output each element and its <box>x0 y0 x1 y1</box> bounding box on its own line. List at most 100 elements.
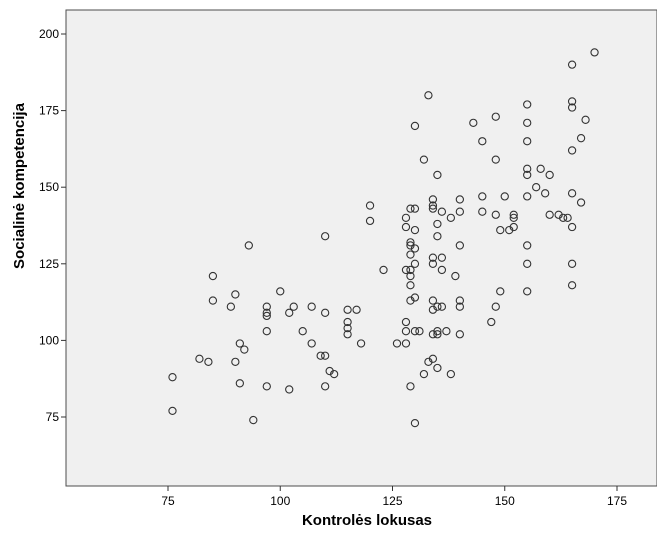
y-axis-ticks: 75 100 125 150 175 200 <box>39 27 66 424</box>
data-point <box>433 302 442 311</box>
data-point <box>410 293 420 302</box>
data-point <box>433 327 442 336</box>
data-point <box>285 308 294 317</box>
data-point <box>500 192 509 201</box>
data-point <box>419 155 429 164</box>
data-point <box>410 259 420 268</box>
data-point <box>509 210 518 219</box>
data-point <box>204 357 213 366</box>
data-point <box>536 164 545 173</box>
data-point <box>419 369 429 379</box>
data-point <box>478 207 487 216</box>
x-axis-ticks: 75 100 125 150 175 <box>161 486 627 508</box>
data-point <box>455 195 464 204</box>
y-tick-label: 125 <box>39 257 59 271</box>
data-point <box>244 241 253 250</box>
data-point <box>401 265 411 275</box>
data-point <box>289 302 298 311</box>
data-point <box>567 60 577 69</box>
data-point <box>496 225 505 235</box>
data-point <box>406 382 415 391</box>
data-point <box>285 385 294 394</box>
data-point <box>262 311 271 321</box>
data-point <box>576 198 586 207</box>
data-point <box>392 339 402 348</box>
data-point <box>478 137 487 146</box>
data-point <box>406 204 415 213</box>
data-point <box>491 302 500 311</box>
data-point <box>226 302 236 311</box>
x-tick-label: 100 <box>270 494 290 508</box>
data-point <box>343 317 352 327</box>
y-tick-label: 200 <box>39 27 59 41</box>
y-tick-label: 75 <box>46 410 60 424</box>
data-points <box>168 48 599 428</box>
data-point <box>563 213 572 222</box>
y-tick-label: 150 <box>39 180 59 194</box>
data-point <box>307 302 316 311</box>
data-point <box>442 327 451 336</box>
data-point <box>523 137 532 146</box>
data-point <box>446 369 456 379</box>
x-tick-label: 125 <box>382 494 402 508</box>
data-point <box>545 170 554 180</box>
data-point <box>428 253 438 262</box>
data-point <box>509 222 518 232</box>
data-point <box>446 213 456 222</box>
y-tick-label: 100 <box>39 333 59 347</box>
data-point <box>433 363 442 373</box>
data-point <box>523 118 532 128</box>
data-point <box>576 134 586 143</box>
data-point <box>410 204 420 213</box>
data-point <box>410 418 420 428</box>
data-point <box>168 373 177 382</box>
data-point <box>208 296 218 305</box>
data-point <box>406 250 415 259</box>
data-point <box>401 327 411 336</box>
data-point <box>532 183 541 192</box>
data-point <box>379 265 388 275</box>
data-point <box>455 241 464 250</box>
data-point <box>401 317 411 327</box>
data-point <box>320 232 330 241</box>
data-point <box>455 296 464 305</box>
data-point <box>262 327 271 336</box>
data-point <box>343 330 352 339</box>
data-point <box>168 406 177 416</box>
data-point <box>406 271 415 281</box>
data-point <box>567 281 577 290</box>
data-point <box>343 305 352 314</box>
data-point <box>428 204 438 213</box>
data-point <box>231 290 240 299</box>
data-point <box>433 170 442 180</box>
data-point <box>567 97 577 106</box>
data-point <box>240 345 249 354</box>
data-point <box>545 210 554 219</box>
data-point <box>523 259 532 268</box>
data-point <box>298 327 307 336</box>
data-point <box>433 330 442 339</box>
data-point <box>401 222 411 232</box>
data-point <box>235 339 244 348</box>
data-point <box>437 265 447 275</box>
data-point <box>410 225 420 235</box>
data-point <box>410 121 420 131</box>
data-point <box>410 244 420 253</box>
data-point <box>567 222 577 232</box>
data-point <box>329 369 339 379</box>
data-point <box>451 271 460 281</box>
data-point <box>428 201 438 210</box>
data-point <box>487 317 496 327</box>
data-point <box>437 302 447 311</box>
data-point <box>401 213 411 222</box>
data-point <box>365 216 375 226</box>
data-point <box>567 103 577 112</box>
data-point <box>343 323 352 333</box>
data-point <box>320 382 330 391</box>
data-point <box>509 213 518 222</box>
data-point <box>523 100 532 109</box>
data-point <box>320 308 330 317</box>
data-point <box>316 351 325 360</box>
data-point <box>415 327 424 336</box>
